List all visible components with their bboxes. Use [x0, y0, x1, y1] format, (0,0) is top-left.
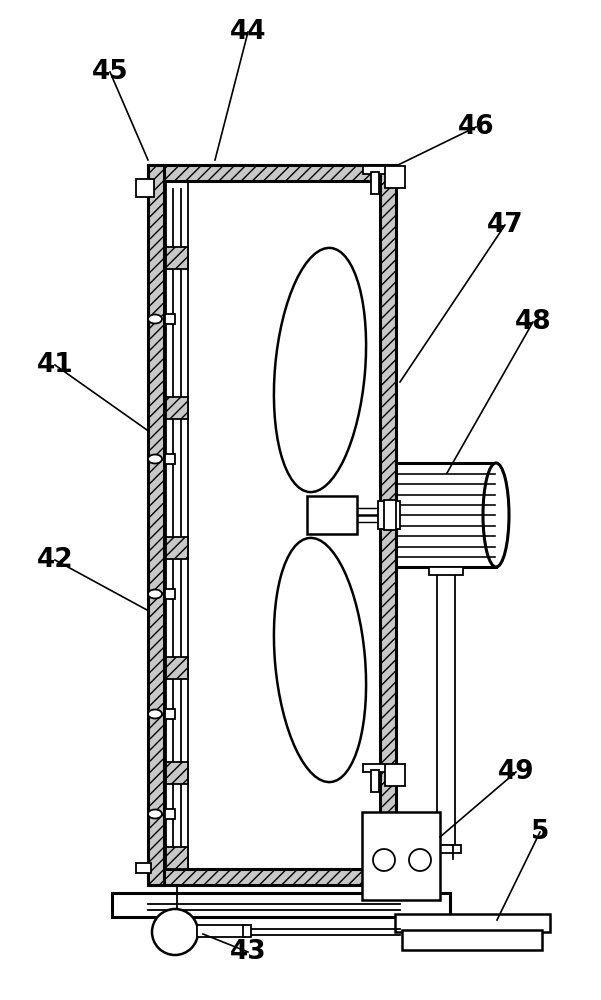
Bar: [437, 567, 455, 845]
Ellipse shape: [148, 454, 162, 464]
Bar: [385, 166, 405, 188]
Bar: [165, 454, 175, 464]
Text: 48: 48: [514, 309, 551, 335]
Circle shape: [373, 849, 395, 871]
Bar: [136, 179, 154, 197]
Bar: [396, 463, 496, 567]
Bar: [112, 893, 450, 917]
Bar: [402, 930, 542, 950]
Ellipse shape: [148, 810, 162, 818]
Bar: [166, 537, 188, 559]
Ellipse shape: [483, 463, 509, 567]
Bar: [197, 925, 245, 937]
Bar: [371, 770, 379, 792]
Bar: [431, 845, 461, 853]
Bar: [166, 762, 188, 784]
Bar: [363, 764, 387, 772]
Bar: [136, 863, 151, 873]
Bar: [243, 925, 251, 937]
Bar: [363, 166, 387, 174]
Ellipse shape: [274, 538, 366, 782]
Bar: [166, 247, 188, 269]
Text: 5: 5: [531, 819, 549, 845]
Ellipse shape: [148, 589, 162, 598]
Ellipse shape: [274, 248, 366, 492]
Text: 44: 44: [230, 19, 266, 45]
Bar: [148, 869, 396, 885]
Text: 46: 46: [458, 114, 494, 140]
Bar: [362, 812, 440, 900]
Text: 47: 47: [487, 212, 523, 238]
Text: 43: 43: [230, 939, 266, 965]
Bar: [385, 764, 405, 786]
Bar: [429, 567, 463, 575]
Bar: [165, 314, 175, 324]
Bar: [148, 165, 396, 181]
Bar: [166, 397, 188, 419]
Bar: [164, 181, 380, 869]
Bar: [148, 165, 164, 885]
Ellipse shape: [148, 710, 162, 718]
Bar: [166, 847, 188, 869]
Bar: [165, 589, 175, 599]
Text: 42: 42: [37, 547, 73, 573]
Bar: [378, 501, 400, 529]
Text: 45: 45: [92, 59, 128, 85]
Circle shape: [409, 849, 431, 871]
Bar: [307, 496, 357, 534]
Bar: [384, 500, 396, 530]
Bar: [165, 709, 175, 719]
Bar: [395, 914, 550, 932]
Bar: [165, 809, 175, 819]
Text: 49: 49: [498, 759, 534, 785]
Circle shape: [152, 909, 198, 955]
Ellipse shape: [148, 314, 162, 324]
Bar: [380, 165, 396, 885]
Text: 41: 41: [37, 352, 73, 378]
Bar: [371, 172, 379, 194]
Bar: [166, 657, 188, 679]
